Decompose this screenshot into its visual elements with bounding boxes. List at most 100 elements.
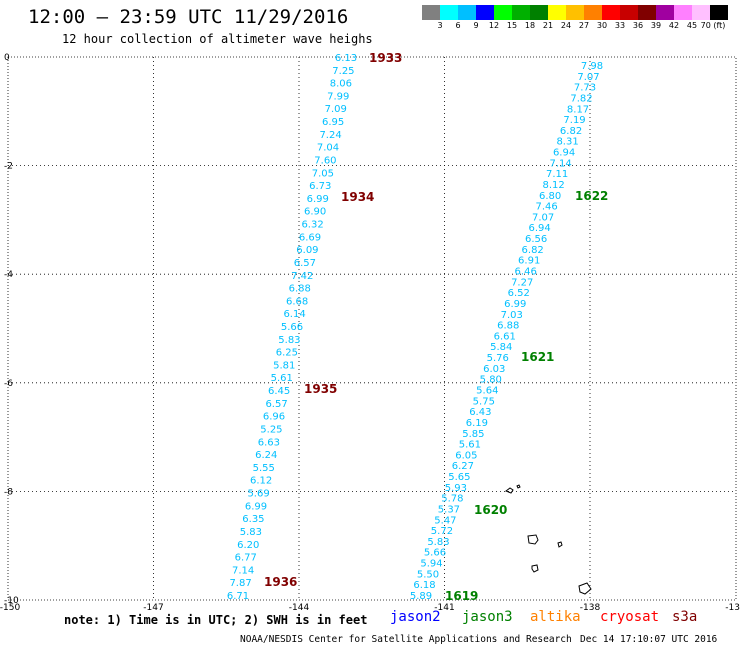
color-swatch: [710, 5, 728, 20]
island-outline: [578, 582, 592, 595]
latitude-tick-label: -2: [4, 162, 13, 172]
color-swatch: [584, 5, 602, 20]
track2-swh-value: 6.94: [553, 148, 575, 159]
island-outline: [531, 564, 539, 573]
track2-swh-value: 7.14: [549, 158, 571, 169]
color-scale-label: 27: [578, 21, 590, 30]
track1-swh-value: 5.83: [240, 527, 262, 538]
track2-swh-value: 6.18: [413, 580, 435, 591]
latitude-tick-label: -8: [4, 487, 13, 497]
track1-swh-value: 6.90: [304, 207, 326, 218]
track1-swh-value: 6.68: [286, 296, 308, 307]
track1-swh-value: 6.63: [258, 437, 280, 448]
color-swatch: [602, 5, 620, 20]
track2-swh-value: 6.99: [504, 299, 526, 310]
color-swatch: [548, 5, 566, 20]
track2-swh-value: 8.31: [556, 137, 578, 148]
island-outline: [516, 484, 521, 489]
track1-swh-value: 6.57: [294, 258, 316, 269]
track2-swh-value: 6.91: [518, 256, 540, 267]
track1-swh-value: 7.14: [232, 565, 254, 576]
track2-swh-value: 6.82: [522, 245, 544, 256]
longitude-tick-label: -135: [725, 603, 740, 610]
track2-swh-value: 5.80: [480, 375, 502, 386]
track1-swh-value: 5.66: [281, 322, 303, 333]
track1-swh-value: 7.25: [332, 66, 354, 77]
track1-swh-value: 6.99: [245, 501, 267, 512]
track2-swh-value: 6.43: [469, 407, 491, 418]
track1-swh-value: 8.06: [330, 79, 352, 90]
color-swatch: [566, 5, 584, 20]
color-scale-label: 24: [560, 21, 572, 30]
track2-swh-value: 6.52: [508, 288, 530, 299]
track1-swh-value: 7.87: [229, 578, 251, 589]
track2-swh-value: 7.11: [546, 169, 568, 180]
track1-swh-value: 6.57: [265, 399, 287, 410]
latitude-tick-label: 0: [4, 53, 10, 63]
track2-swh-value: 6.80: [539, 191, 561, 202]
track2-swh-value: 5.47: [434, 515, 456, 526]
track2-swh-value: 6.03: [483, 364, 505, 375]
track2-swh-value: 7.19: [563, 115, 585, 126]
track1-swh-value: 6.45: [268, 386, 290, 397]
track1-swh-value: 6.99: [307, 194, 329, 205]
legend-altika: altika: [530, 609, 581, 625]
track1-swh-value: 6.13: [335, 53, 357, 64]
color-scale-label: 3: [437, 21, 443, 30]
track2-swh-value: 6.94: [529, 223, 551, 234]
longitude-tick-label: -141: [434, 603, 454, 610]
track1-swh-value: 6.96: [263, 412, 285, 423]
latitude-tick-label: -10: [4, 596, 19, 606]
color-swatch: [692, 5, 710, 20]
track2-swh-value: 5.64: [476, 385, 498, 396]
track2-swh-value: 5.61: [459, 440, 481, 451]
track2-swh-value: 7.46: [535, 202, 557, 213]
track2-time-label: 1620: [474, 503, 507, 517]
track1-swh-value: 6.95: [322, 117, 344, 128]
legend-jason2: jason2: [390, 609, 441, 625]
color-scale-bar: [422, 5, 728, 20]
track1-time-label: 1933: [369, 51, 402, 65]
track1-swh-value: 6.35: [242, 514, 264, 525]
color-swatch: [620, 5, 638, 20]
track1-time-label: 1936: [264, 575, 297, 589]
color-scale-label: 70 (ft): [700, 21, 726, 30]
track1-swh-value: 5.83: [278, 335, 300, 346]
track1-swh-value: 5.81: [273, 360, 295, 371]
track2-swh-value: 5.37: [438, 504, 460, 515]
island-outline: [557, 541, 563, 548]
map-subtitle: 12 hour collection of altimeter wave hei…: [62, 32, 373, 46]
credit-line: NOAA/NESDIS Center for Satellite Applica…: [240, 634, 572, 645]
track1-swh-value: 6.25: [276, 348, 298, 359]
color-swatch: [476, 5, 494, 20]
track2-swh-value: 5.93: [445, 483, 467, 494]
track1-swh-value: 6.88: [289, 284, 311, 295]
color-scale-label: 18: [524, 21, 536, 30]
color-scale-label: 42: [668, 21, 680, 30]
track2-swh-value: 7.03: [501, 310, 523, 321]
track2-swh-value: 8.17: [567, 104, 589, 115]
color-scale-label: 9: [473, 21, 479, 30]
track2-swh-value: 8.12: [542, 180, 564, 191]
color-swatch: [530, 5, 548, 20]
track1-swh-value: 7.09: [325, 104, 347, 115]
track2-swh-value: 7.82: [570, 93, 592, 104]
track2-swh-value: 5.75: [473, 396, 495, 407]
track2-swh-value: 5.50: [417, 569, 439, 580]
longitude-tick-label: -144: [289, 603, 310, 610]
track1-swh-value: 7.42: [291, 271, 313, 282]
track2-swh-value: 5.76: [487, 353, 509, 364]
track2-time-label: 1621: [521, 350, 554, 364]
track1-swh-value: 6.12: [250, 476, 272, 487]
track1-time-label: 1935: [304, 382, 337, 396]
color-swatch: [440, 5, 458, 20]
color-swatch: [638, 5, 656, 20]
track1-swh-value: 6.77: [235, 553, 257, 564]
color-swatch: [674, 5, 692, 20]
track2-swh-value: 6.82: [560, 126, 582, 137]
longitude-tick-label: -150: [0, 603, 20, 610]
track1-swh-value: 7.99: [327, 91, 349, 102]
track2-swh-value: 5.65: [448, 472, 470, 483]
track1-swh-value: 6.09: [296, 245, 318, 256]
wave-height-map: -150 -147 -144 -141 -138 -135 0 -2 -4 -6 -8 -10 6.13…: [0, 51, 740, 610]
